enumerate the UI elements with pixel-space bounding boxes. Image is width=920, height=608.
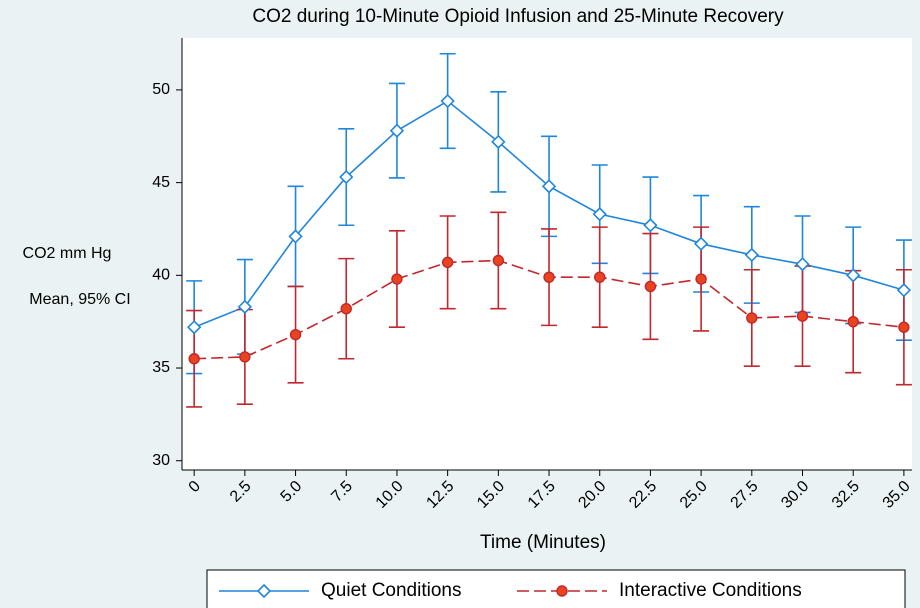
point [288,229,303,244]
point [592,207,607,222]
legend [206,569,906,608]
legend-marker [256,583,272,599]
x-axis-label: Time (Minutes) [480,532,606,553]
y-tick-label: 40 [152,267,170,284]
point [898,321,910,333]
point [896,283,912,298]
point [391,273,403,285]
point [744,247,759,263]
point [339,169,354,185]
point [594,271,606,283]
point [491,134,506,149]
y-axis-label: Mean, 95% CI [29,291,130,308]
y-axis-label: CO2 mm Hg [23,245,112,262]
y-tick-label: 35 [152,359,170,376]
point [695,273,707,285]
point [543,271,555,283]
y-tick-label: 50 [152,81,170,98]
legend-label: Interactive Conditions [619,580,802,601]
point [796,310,809,322]
point [847,315,859,328]
point [746,312,758,324]
legend-label: Quiet Conditions [321,580,461,601]
point [846,268,861,283]
point [644,280,657,293]
point [440,93,455,109]
point [340,302,352,315]
point [237,299,252,314]
y-tick-label: 30 [152,452,170,469]
point [239,351,251,363]
point [441,256,454,269]
point [188,353,200,365]
point [289,328,302,341]
chart-title: CO2 during 10-Minute Opioid Infusion and… [252,6,784,27]
point [187,320,202,335]
point [389,123,405,138]
point [643,218,658,233]
legend-marker [556,585,568,597]
plot-area [182,38,912,470]
point [492,254,505,267]
point [541,179,557,194]
point [693,236,709,251]
point [795,257,810,272]
y-tick-label: 45 [152,174,170,191]
